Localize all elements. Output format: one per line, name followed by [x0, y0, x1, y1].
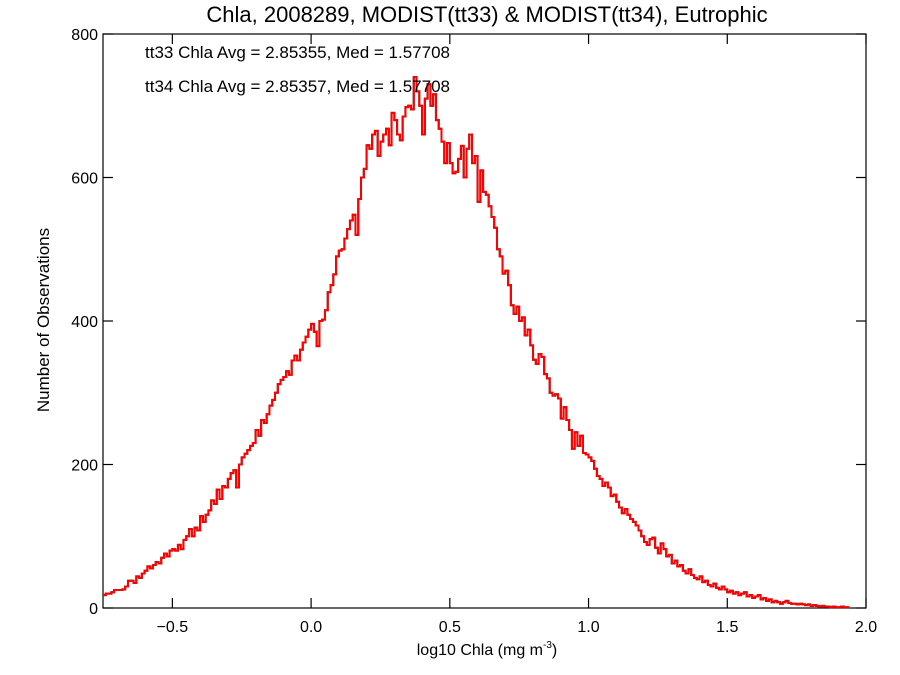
x-tick-label: 1.0	[577, 619, 599, 636]
y-axis-label: Number of Observations	[34, 228, 53, 412]
x-axis-label-close: )	[552, 642, 557, 659]
x-tick-label: 0.5	[439, 619, 461, 636]
y-tick-label: 800	[71, 27, 98, 44]
chart-title: Chla, 2008289, MODIST(tt33) & MODIST(tt3…	[206, 2, 767, 27]
x-axis-label: log10 Chla (mg m-3)	[417, 640, 558, 659]
x-axis-ticks: −0.5 0.0 0.5 1.0 1.5 2.0	[157, 34, 877, 636]
y-tick-label: 400	[71, 314, 98, 331]
x-axis-label-superscript: -3	[543, 640, 552, 651]
x-axis-label-main: log10 Chla (mg m	[417, 642, 543, 659]
x-tick-label: 0.0	[300, 619, 322, 636]
y-tick-label: 0	[89, 601, 98, 618]
series-tt34-line	[103, 76, 850, 609]
plot-frame	[102, 33, 867, 609]
plot-border	[102, 33, 867, 609]
x-tick-label: 2.0	[855, 619, 877, 636]
annotation-tt33: tt33 Chla Avg = 2.85355, Med = 1.57708	[145, 43, 450, 62]
y-axis-ticks: 0 200 400 600 800	[71, 27, 866, 618]
annotation-tt34: tt34 Chla Avg = 2.85357, Med = 1.57708	[145, 77, 450, 96]
series-layer	[103, 76, 850, 609]
x-tick-label: −0.5	[157, 619, 189, 636]
y-tick-label: 600	[71, 171, 98, 188]
x-tick-label: 1.5	[716, 619, 738, 636]
y-tick-label: 200	[71, 458, 98, 475]
